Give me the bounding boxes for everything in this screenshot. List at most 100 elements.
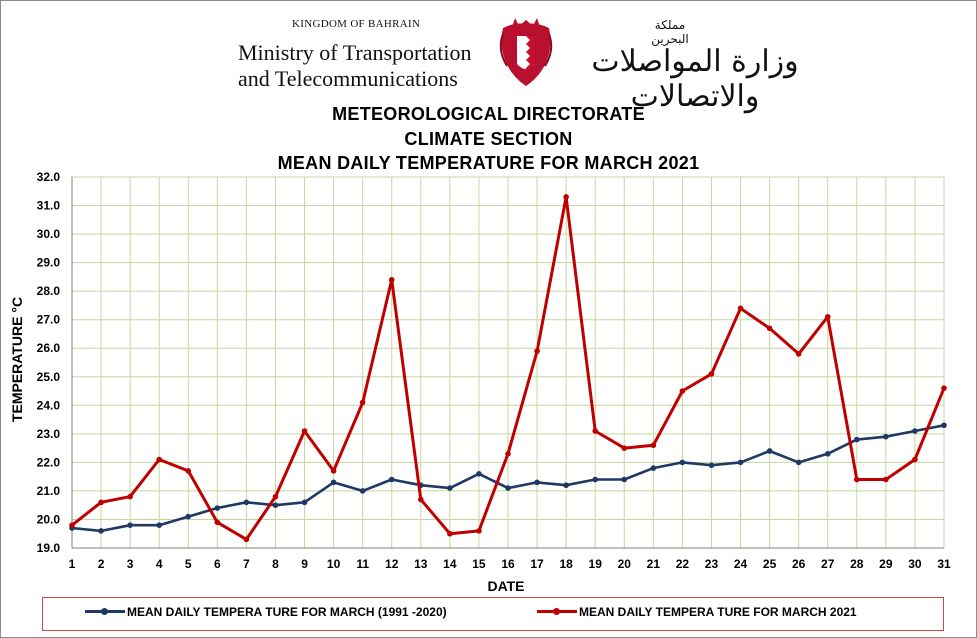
kingdom-label: KINGDOM OF BAHRAIN <box>292 18 421 30</box>
series-2-point <box>650 442 657 449</box>
series-2-point <box>563 194 569 200</box>
series-2-point <box>214 519 221 526</box>
series-2-point <box>534 348 540 354</box>
legend-swatch-normal <box>85 605 125 619</box>
series-2-point <box>127 493 133 500</box>
x-tick-label: 17 <box>530 557 544 571</box>
series-1-point <box>824 451 831 457</box>
x-tick-label: 19 <box>589 557 603 571</box>
x-tick-label: 18 <box>559 557 573 571</box>
y-tick-label: 24.0 <box>37 398 61 412</box>
chart-legend: MEAN DAILY TEMPERA TURE FOR MARCH (1991 … <box>42 597 944 631</box>
x-tick-label: 22 <box>676 557 690 571</box>
series-1-point <box>592 476 598 483</box>
series-2-point <box>912 456 918 463</box>
series-1-point <box>185 513 192 520</box>
x-tick-label: 4 <box>156 557 163 571</box>
series-2-point <box>359 399 366 406</box>
series-1-point <box>156 522 162 528</box>
series-2-point <box>505 451 511 457</box>
series-1-point <box>359 488 366 494</box>
series-1-point <box>795 459 802 466</box>
x-tick-label: 1 <box>69 557 76 571</box>
y-tick-label: 21.0 <box>37 484 61 498</box>
series-2-point <box>737 305 744 312</box>
x-tick-label: 15 <box>472 557 486 571</box>
ministry-name-line1: Ministry of Transportation <box>238 40 472 65</box>
y-tick-label: 25.0 <box>37 370 61 384</box>
series-1-point <box>708 462 715 469</box>
x-tick-label: 26 <box>792 557 806 571</box>
x-tick-label: 14 <box>443 557 457 571</box>
chart-title-line2: CLIMATE SECTION <box>404 129 573 149</box>
series-1-point <box>563 482 569 489</box>
legend-item-normal: MEAN DAILY TEMPERA TURE FOR MARCH (1991 … <box>85 605 447 619</box>
series-2-point <box>301 428 308 434</box>
series-2-point <box>185 468 192 474</box>
chart-title-line1: METEOROLOGICAL DIRECTORATE <box>332 104 645 124</box>
x-tick-label: 3 <box>127 557 134 571</box>
series-2-point <box>447 530 453 537</box>
series-1-point <box>388 476 395 483</box>
x-axis-title: DATE <box>487 578 524 594</box>
y-axis-title: TEMPERATURE °C <box>9 297 25 422</box>
y-tick-label: 20.0 <box>37 512 61 526</box>
legend-swatch-2021 <box>537 605 577 619</box>
x-tick-label: 25 <box>763 557 777 571</box>
x-tick-label: 20 <box>618 557 632 571</box>
y-tick-label: 27.0 <box>37 313 61 327</box>
series-1-point <box>737 459 744 466</box>
x-tick-label: 28 <box>850 557 864 571</box>
series-1-point <box>127 522 133 528</box>
x-tick-label: 12 <box>385 557 399 571</box>
y-tick-label: 19.0 <box>37 541 61 555</box>
y-tick-label: 26.0 <box>37 341 61 355</box>
y-tick-label: 31.0 <box>37 199 61 213</box>
y-tick-label: 22.0 <box>37 455 61 469</box>
legend-item-2021: MEAN DAILY TEMPERA TURE FOR MARCH 2021 <box>537 605 857 619</box>
series-1-point <box>476 471 482 477</box>
series-1-point <box>650 465 657 471</box>
series-1-point <box>98 528 104 534</box>
x-tick-label: 6 <box>214 557 221 571</box>
temperature-line-chart: 19.0 20.0 21.0 22.0 23.0 24.0 25.0 26.0 27.0 28.0… <box>9 170 951 594</box>
ministry-header: KINGDOM OF BAHRAIN Ministry of Transport… <box>0 0 977 114</box>
series-2-point <box>98 499 104 506</box>
series-1-point <box>941 422 947 429</box>
x-tick-label: 2 <box>98 557 105 571</box>
series-2-point <box>156 456 162 463</box>
series-2-point <box>418 496 424 503</box>
series-2-point <box>708 371 715 377</box>
series-1-point <box>679 459 686 466</box>
series-1-point <box>301 499 308 506</box>
series-2-point <box>824 314 831 320</box>
x-tick-label: 10 <box>327 557 341 571</box>
series-2-point <box>854 476 860 483</box>
series-1-point <box>505 485 511 491</box>
y-tick-label: 30.0 <box>37 227 61 241</box>
x-tick-label: 31 <box>937 557 951 571</box>
series-2-point <box>272 493 279 500</box>
x-tick-label: 16 <box>501 557 515 571</box>
ministry-name: Ministry of Transportation and Telecommu… <box>238 40 488 92</box>
series-1-point <box>214 505 221 511</box>
series-2-point <box>795 351 802 357</box>
series-2-point <box>883 476 889 483</box>
x-tick-label: 21 <box>647 557 661 571</box>
x-tick-label: 30 <box>908 557 922 571</box>
x-tick-label: 11 <box>356 557 369 571</box>
x-tick-label: 8 <box>272 557 279 571</box>
x-tick-label: 9 <box>301 557 308 571</box>
arabic-ministry-name: وزارة المواصلات والاتصالات <box>591 44 799 114</box>
x-tick-label: 5 <box>185 557 192 571</box>
arabic-kingdom-label: مملكة البحرين <box>651 18 689 46</box>
x-tick-label: 24 <box>734 557 748 571</box>
series-1-point <box>447 485 453 491</box>
y-tick-label: 32.0 <box>37 170 61 184</box>
series-2-point <box>766 325 773 332</box>
bahrain-emblem-icon <box>499 18 553 86</box>
series-1-point <box>534 479 540 486</box>
series-1-point <box>883 433 889 440</box>
series-2-point <box>679 388 686 394</box>
series-2-point <box>69 522 75 528</box>
